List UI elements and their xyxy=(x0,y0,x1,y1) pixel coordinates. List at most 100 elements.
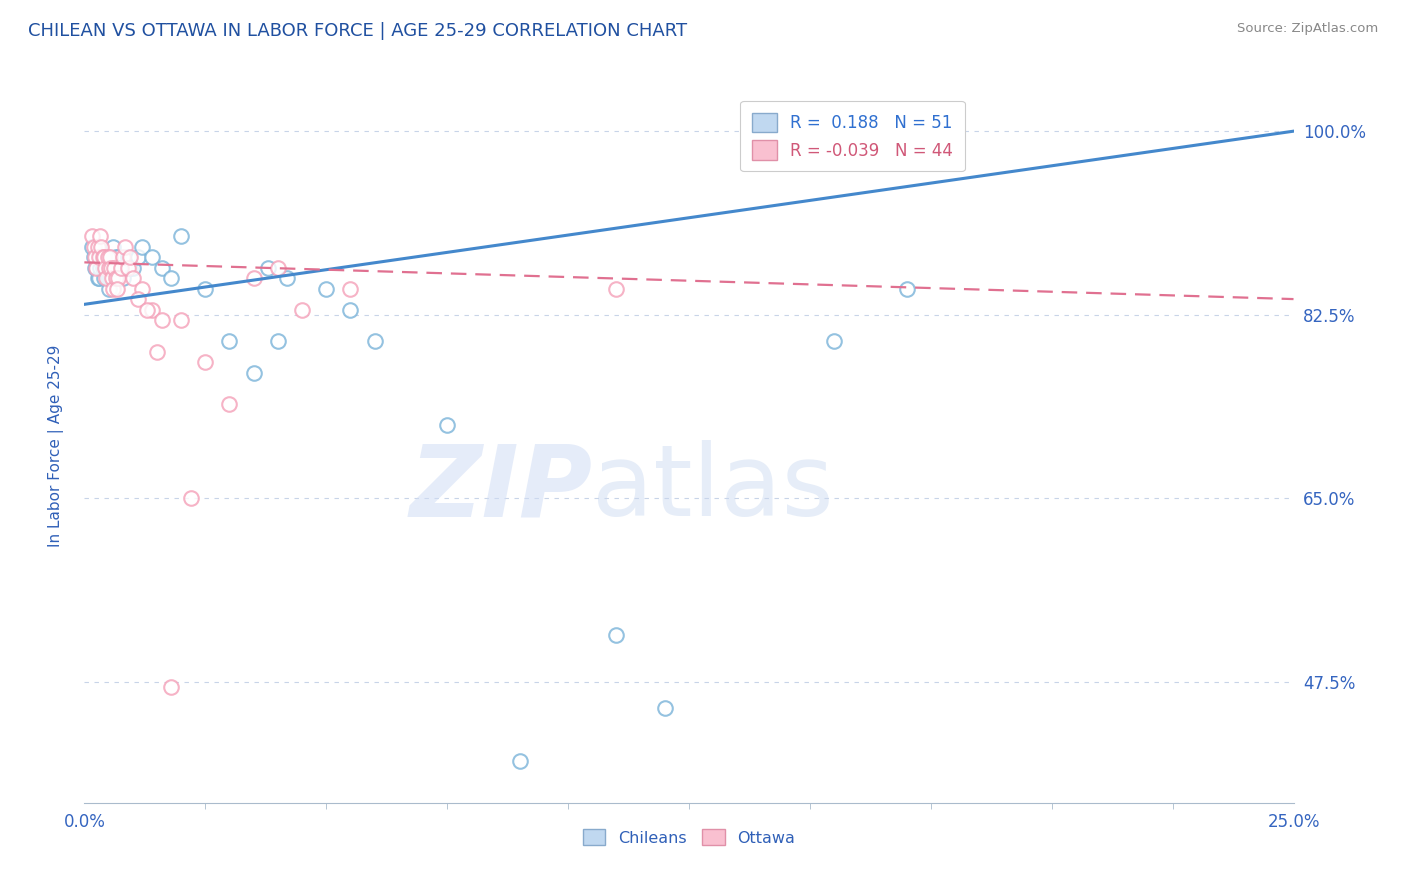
Point xyxy=(91,250,114,264)
Point xyxy=(896,282,918,296)
Point xyxy=(751,806,773,821)
Legend: Chileans, Ottawa: Chileans, Ottawa xyxy=(576,822,801,852)
Point xyxy=(114,260,136,275)
Point xyxy=(80,239,103,253)
Point xyxy=(146,344,169,359)
Point xyxy=(107,271,129,285)
Point xyxy=(170,313,193,327)
Point xyxy=(103,260,125,275)
Point xyxy=(103,260,125,275)
Point xyxy=(100,260,122,275)
Point xyxy=(105,260,128,275)
Point xyxy=(93,250,115,264)
Point xyxy=(150,260,173,275)
Point xyxy=(100,260,122,275)
Text: CHILEAN VS OTTAWA IN LABOR FORCE | AGE 25-29 CORRELATION CHART: CHILEAN VS OTTAWA IN LABOR FORCE | AGE 2… xyxy=(28,22,688,40)
Text: Source: ZipAtlas.com: Source: ZipAtlas.com xyxy=(1237,22,1378,36)
Point xyxy=(267,334,290,348)
Point xyxy=(363,334,385,348)
Point xyxy=(98,250,121,264)
Point xyxy=(194,355,217,369)
Point xyxy=(315,282,337,296)
Point xyxy=(86,260,108,275)
Point xyxy=(121,260,143,275)
Point xyxy=(509,754,531,768)
Point xyxy=(89,260,111,275)
Point xyxy=(94,271,117,285)
Point xyxy=(83,239,105,253)
Point xyxy=(160,681,183,695)
Point xyxy=(93,271,115,285)
Point xyxy=(242,366,264,380)
Point xyxy=(117,250,139,264)
Point xyxy=(194,282,217,296)
Point xyxy=(131,239,153,253)
Point xyxy=(180,491,202,506)
Y-axis label: In Labor Force | Age 25-29: In Labor Force | Age 25-29 xyxy=(48,345,63,547)
Point xyxy=(291,302,314,317)
Point xyxy=(107,250,129,264)
Point xyxy=(86,260,108,275)
Point xyxy=(112,250,135,264)
Point xyxy=(121,271,143,285)
Point xyxy=(136,302,159,317)
Point xyxy=(93,250,115,264)
Point xyxy=(141,250,163,264)
Point xyxy=(91,260,114,275)
Point xyxy=(436,417,458,432)
Point xyxy=(117,260,139,275)
Point xyxy=(101,250,124,264)
Point xyxy=(127,292,149,306)
Point xyxy=(97,282,120,296)
Point xyxy=(89,229,111,244)
Point xyxy=(110,260,132,275)
Point xyxy=(105,282,128,296)
Point xyxy=(97,250,120,264)
Point xyxy=(98,271,121,285)
Point xyxy=(104,250,127,264)
Point xyxy=(170,229,193,244)
Text: ZIP: ZIP xyxy=(409,441,592,537)
Point xyxy=(823,334,845,348)
Point xyxy=(112,271,135,285)
Point xyxy=(93,260,115,275)
Point xyxy=(97,260,120,275)
Point xyxy=(218,397,240,411)
Point xyxy=(104,271,127,285)
Point xyxy=(87,239,110,253)
Point xyxy=(218,334,240,348)
Point xyxy=(127,250,149,264)
Point xyxy=(339,302,361,317)
Point xyxy=(87,250,110,264)
Point xyxy=(103,239,125,253)
Point xyxy=(605,282,627,296)
Point xyxy=(654,701,676,715)
Point xyxy=(94,260,117,275)
Point xyxy=(141,302,163,317)
Point xyxy=(131,282,153,296)
Point xyxy=(84,260,107,275)
Text: atlas: atlas xyxy=(592,441,834,537)
Point xyxy=(339,282,361,296)
Point xyxy=(84,250,107,264)
Point xyxy=(114,239,136,253)
Point xyxy=(87,271,110,285)
Point xyxy=(90,250,112,264)
Point xyxy=(101,271,124,285)
Point xyxy=(103,282,125,296)
Point xyxy=(267,260,290,275)
Point xyxy=(242,271,264,285)
Point xyxy=(605,628,627,642)
Point xyxy=(150,313,173,327)
Point xyxy=(110,260,132,275)
Point xyxy=(90,239,112,253)
Point xyxy=(276,271,298,285)
Point xyxy=(108,260,131,275)
Point xyxy=(257,260,280,275)
Point xyxy=(83,250,105,264)
Point xyxy=(97,271,120,285)
Point xyxy=(120,250,142,264)
Point xyxy=(87,271,110,285)
Point xyxy=(160,271,183,285)
Point xyxy=(80,229,103,244)
